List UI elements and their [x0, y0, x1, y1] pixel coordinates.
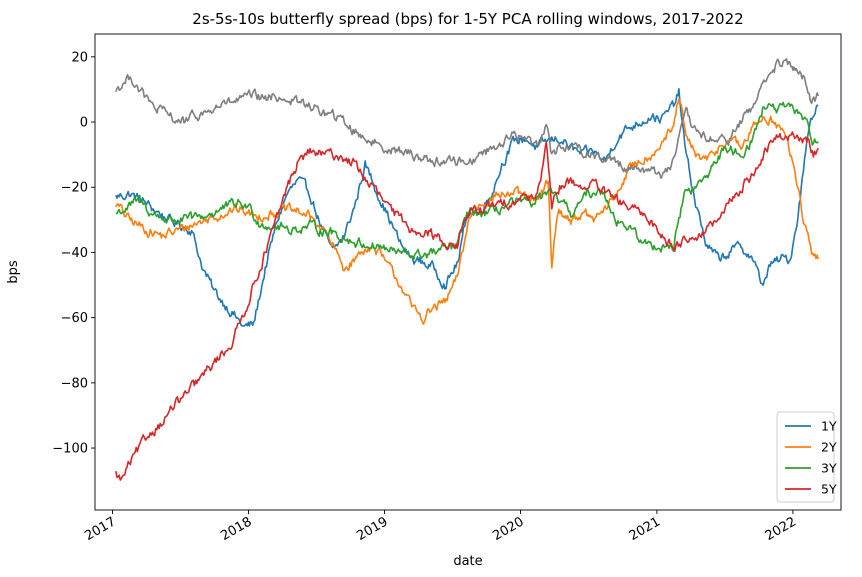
- chart-title: 2s-5s-10s butterfly spread (bps) for 1-5…: [192, 10, 743, 28]
- y-tick-label: −80: [61, 376, 88, 391]
- y-axis: 20 0 −20 −40 −60 −80 −100: [52, 50, 95, 457]
- y-tick-label: −20: [61, 181, 88, 196]
- plot-frame: [94, 33, 842, 511]
- series-line-2y: [115, 98, 820, 325]
- y-tick-label: 0: [80, 116, 88, 131]
- legend-label-2y: 2Y: [821, 440, 837, 455]
- series-line-unlabeled: [115, 58, 820, 179]
- series-line-3y: [115, 101, 819, 261]
- series-layer: [115, 58, 820, 481]
- y-axis-label: bps: [6, 260, 21, 284]
- x-axis-label: date: [453, 554, 482, 569]
- plot-background: [95, 34, 841, 510]
- plot-area: [94, 33, 842, 511]
- legend-label-5y: 5Y: [821, 482, 837, 497]
- legend-label-1y: 1Y: [821, 419, 837, 434]
- y-tick-label: 20: [71, 50, 88, 65]
- y-tick-label: −100: [52, 442, 88, 457]
- y-tick-label: −60: [61, 311, 88, 326]
- legend: 1Y 2Y 3Y 5Y: [776, 411, 837, 503]
- legend-label-3y: 3Y: [821, 461, 837, 476]
- y-tick-label: −40: [61, 246, 88, 261]
- series-line-5y: [115, 131, 820, 481]
- legend-box: [776, 411, 835, 503]
